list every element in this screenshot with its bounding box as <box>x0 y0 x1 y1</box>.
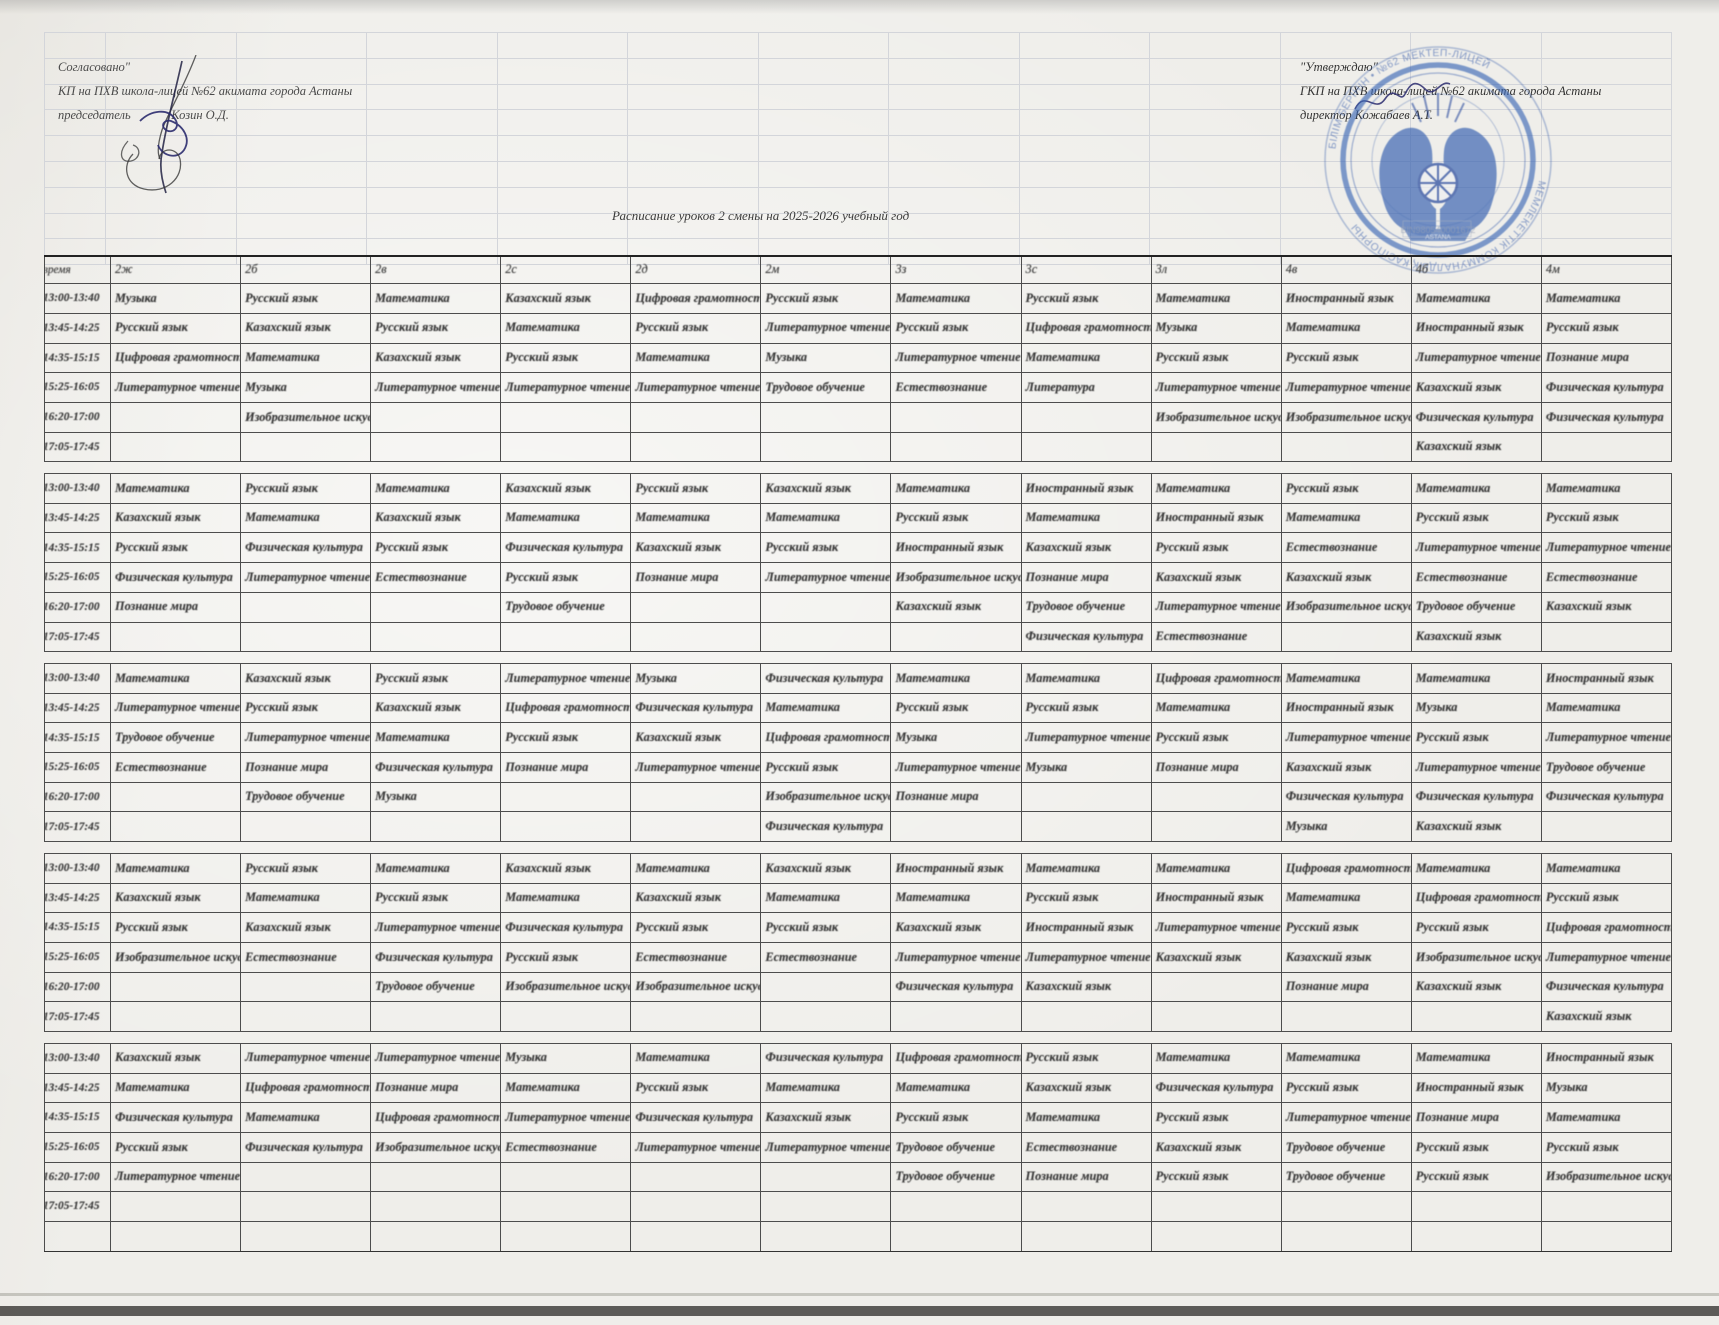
svg-text:BIN980540001672: BIN980540001672 <box>1400 225 1475 235</box>
